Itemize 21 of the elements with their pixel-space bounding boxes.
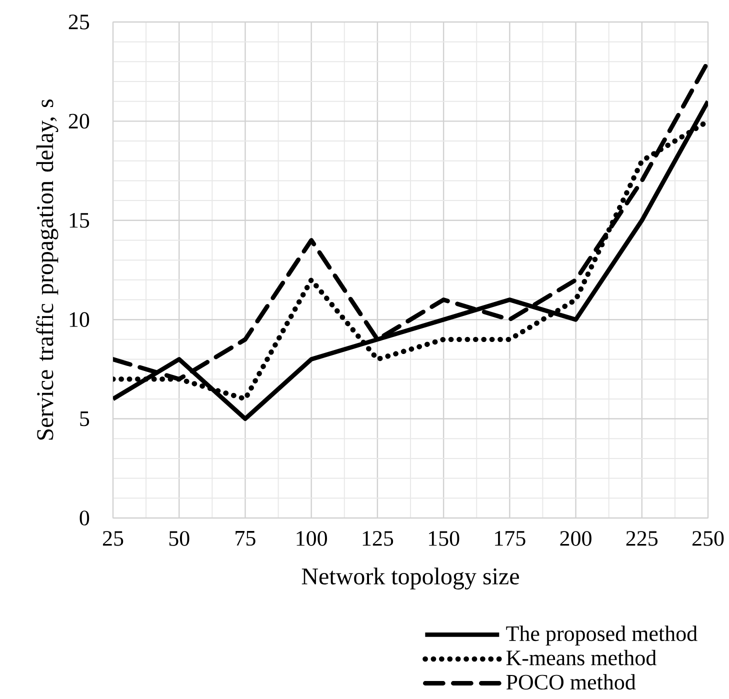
x-tick-label: 250: [692, 531, 724, 546]
y-axis-title: Service traffic propagation delay, s: [36, 100, 58, 440]
y-tick-label: 10: [70, 312, 90, 328]
x-tick-label: 50: [169, 531, 190, 546]
x-tick-label: 150: [429, 531, 460, 546]
y-tick-label: 20: [68, 114, 90, 129]
x-tick-label: 75: [236, 531, 256, 546]
legend-label: The proposed method: [506, 626, 698, 646]
y-tick-label: 0: [80, 510, 90, 526]
x-tick-label: 100: [296, 531, 327, 546]
y-tick-label: 25: [68, 14, 90, 30]
x-tick-label: 200: [560, 531, 592, 546]
y-tick-label: 15: [70, 213, 90, 228]
y-tick-label: 5: [80, 411, 90, 426]
x-tick-label: 225: [626, 531, 658, 546]
x-tick-label: 125: [362, 531, 394, 546]
legend-label: K-means method: [506, 650, 656, 666]
x-axis-title: Network topology size: [302, 568, 519, 590]
legend-label: POCO method: [506, 674, 636, 690]
x-tick-label: 25: [102, 531, 124, 546]
x-tick-label: 175: [495, 531, 526, 546]
